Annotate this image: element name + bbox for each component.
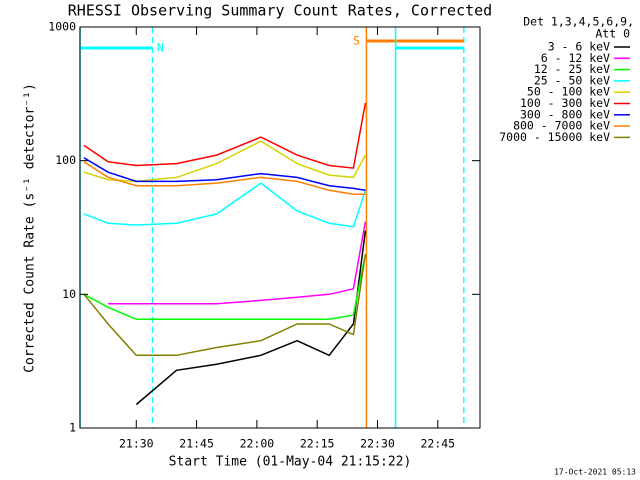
timestamp: 17-Oct-2021 05:13 [554, 468, 636, 477]
series-line [83, 140, 367, 183]
plot-frame [79, 26, 481, 429]
chart-title: RHESSI Observing Summary Count Rates, Co… [68, 2, 492, 20]
legend-label: 6 - 12 keV [541, 51, 610, 65]
legend-label: 800 - 7000 keV [513, 119, 610, 133]
x-tick-label: 22:45 [420, 437, 455, 451]
x-tick-label: 21:30 [119, 437, 154, 451]
legend-label: 25 - 50 keV [534, 73, 610, 87]
legend-header: Det 1,3,4,5,6,9, [523, 15, 634, 29]
x-tick-label: 22:30 [360, 437, 395, 451]
x-tick-label: 22:00 [240, 437, 275, 451]
y-tick-label: 100 [55, 153, 76, 167]
legend-label: 3 - 6 keV [548, 40, 610, 54]
legend-label: 100 - 300 keV [520, 96, 610, 110]
flag-label: N [157, 41, 164, 55]
series-line [83, 102, 367, 169]
y-tick-label: 1000 [48, 20, 76, 34]
series-line [83, 253, 367, 357]
legend-label: 7000 - 15000 keV [499, 130, 610, 144]
legend-label: 300 - 800 keV [520, 107, 610, 121]
legend-label: 50 - 100 keV [527, 85, 610, 99]
series-line [83, 182, 367, 228]
x-tick-label: 22:15 [300, 437, 335, 451]
y-tick-label: 10 [62, 287, 76, 301]
legend-header: Att 0 [595, 27, 630, 41]
series-line [135, 230, 367, 406]
series-line [108, 221, 367, 305]
x-tick-label: 21:45 [179, 437, 214, 451]
legend-label: 12 - 25 keV [534, 62, 610, 76]
series-line [83, 253, 367, 321]
flag-label: S [353, 34, 360, 48]
series-line [83, 161, 366, 196]
series-line [83, 157, 366, 192]
x-axis-label: Start Time (01-May-04 21:15:22) [169, 455, 412, 470]
y-tick-label: 1 [69, 421, 76, 435]
y-axis-label: Corrected Count Rate (s⁻¹ detector⁻¹) [23, 83, 38, 373]
